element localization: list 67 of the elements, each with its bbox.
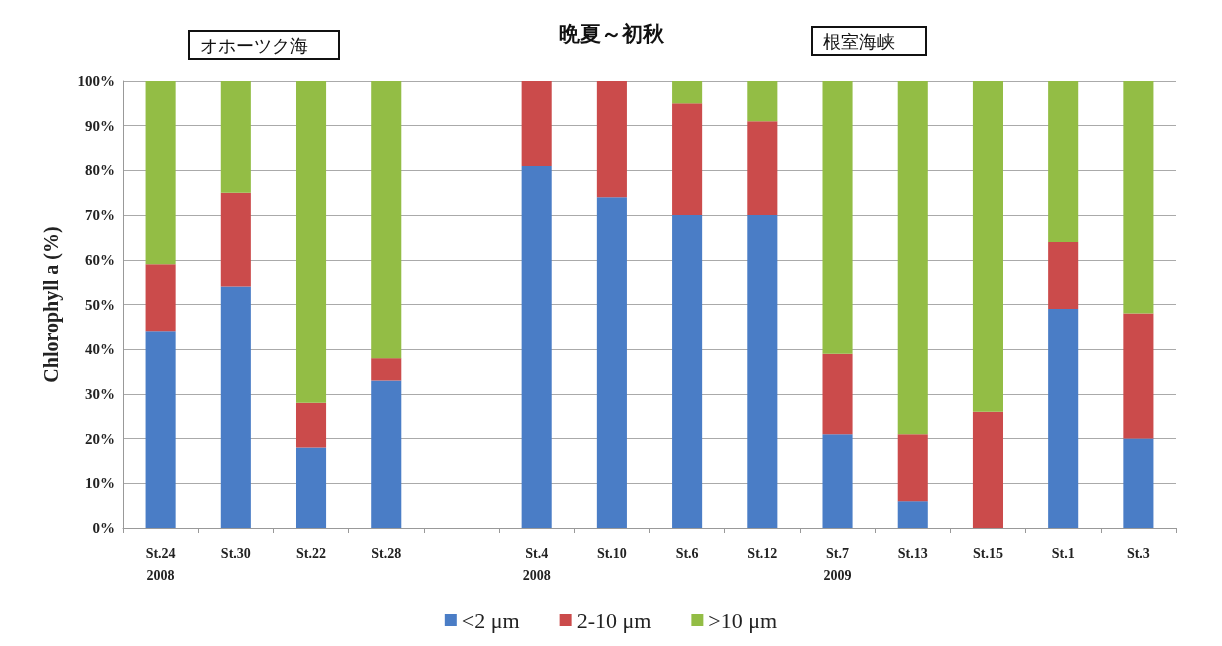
bar — [822, 81, 853, 354]
y-tick-label: 10% — [85, 475, 115, 492]
bar — [822, 434, 853, 528]
bar — [1123, 81, 1154, 314]
bar — [747, 121, 778, 216]
bar — [220, 286, 251, 528]
y-tick-label: 100% — [77, 73, 115, 89]
y-tick-label: 30% — [85, 385, 115, 402]
bar — [145, 264, 176, 332]
text: オホーツク海 — [200, 36, 308, 56]
y-tick-label: 90% — [85, 117, 115, 134]
bar — [521, 165, 552, 528]
x-tick-label: St.10 — [596, 545, 627, 561]
bar — [371, 81, 402, 359]
x-tick-label: St.30 — [220, 545, 251, 561]
x-tick-label: St.12 — [747, 545, 778, 561]
y-tick-label: 70% — [85, 207, 115, 224]
bar — [972, 411, 1004, 528]
x-tick-label: St.28 — [371, 545, 402, 561]
x-tick-label: St.22 — [296, 545, 327, 561]
x-tick-label: St.4 2008 — [522, 545, 551, 583]
bar — [1048, 308, 1079, 528]
x-tick-label: St.6 — [675, 545, 699, 561]
y-tick-label: 80% — [85, 162, 115, 179]
bar — [1048, 241, 1079, 309]
bar — [1048, 81, 1079, 242]
bar — [747, 81, 778, 122]
bar — [747, 215, 778, 528]
bar — [371, 358, 402, 381]
bar — [596, 197, 627, 528]
y-tick-label: 50% — [85, 296, 115, 313]
bar — [220, 192, 251, 287]
bar — [521, 81, 552, 166]
bar — [972, 81, 1004, 412]
bar — [596, 81, 627, 198]
bar — [295, 447, 327, 528]
bar — [145, 81, 176, 265]
bar — [220, 81, 251, 193]
bar — [672, 81, 703, 104]
legend-label: <2 μm — [461, 607, 520, 633]
bar — [295, 81, 327, 403]
bar — [1123, 313, 1154, 439]
x-tick-label: St.3 — [1126, 545, 1150, 561]
y-tick-label: 0% — [92, 520, 115, 536]
bar — [897, 81, 928, 435]
bar — [897, 434, 928, 502]
bar — [672, 215, 703, 528]
y-axis-title: Chlorophyll a (%) — [40, 226, 63, 383]
x-tick-label: St.7 2009 — [823, 545, 852, 583]
bar — [672, 103, 703, 216]
x-tick-label: St.13 — [897, 545, 928, 561]
legend-label: >10 μm — [708, 607, 778, 633]
bar — [1123, 438, 1154, 528]
x-tick-label: St.24 2008 — [145, 545, 176, 583]
x-tick-label: St.15 — [972, 545, 1003, 561]
legend-label: 2-10 μm — [576, 607, 652, 633]
chart-title: 晩夏～初秋 — [558, 21, 665, 46]
y-tick-label: 40% — [85, 341, 115, 358]
bar — [897, 501, 928, 528]
x-tick-label: St.1 — [1051, 545, 1075, 561]
text: 根室海峡 — [823, 32, 895, 52]
bar — [822, 353, 853, 435]
bar — [371, 380, 402, 528]
bar — [295, 402, 327, 448]
y-tick-label: 60% — [85, 251, 115, 268]
bar — [145, 331, 176, 528]
y-tick-label: 20% — [85, 430, 115, 447]
